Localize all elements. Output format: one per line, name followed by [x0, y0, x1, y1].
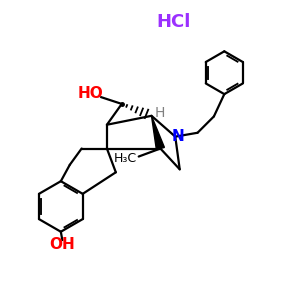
Text: HCl: HCl: [157, 13, 191, 31]
Text: HO: HO: [78, 86, 104, 101]
Text: H: H: [154, 106, 165, 120]
Text: N: N: [171, 129, 184, 144]
Text: OH: OH: [50, 237, 75, 252]
Text: H₃C: H₃C: [113, 152, 136, 165]
Polygon shape: [152, 116, 164, 150]
